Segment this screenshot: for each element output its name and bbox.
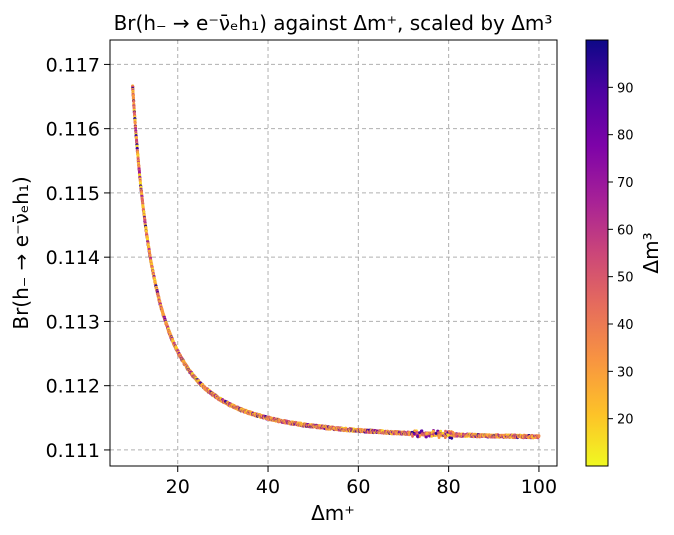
data-point [150, 262, 154, 266]
data-point [434, 432, 438, 435]
x-tick-label: 80 [437, 476, 461, 498]
data-point [135, 144, 139, 148]
data-point [133, 121, 137, 125]
colorbar-ticks: 20 30 40 50 60 70 80 90 [608, 81, 634, 428]
data-point [134, 136, 138, 140]
colorbar-label: Δm³ [639, 232, 663, 273]
colorbar-tick-label: 30 [617, 365, 634, 380]
y-tick-label: 0.114 [46, 247, 100, 269]
colorbar-tick-label: 80 [617, 129, 634, 144]
x-tick-label: 40 [256, 476, 280, 498]
data-point [428, 434, 432, 438]
data-point [444, 429, 447, 433]
plot-frame [109, 39, 558, 467]
data-point [413, 432, 416, 436]
y-axis: 0.111 0.112 0.113 0.114 0.115 0.116 0.117 [46, 54, 110, 462]
data-point [454, 433, 458, 437]
x-tick-label: 60 [346, 476, 370, 498]
data-point [424, 435, 428, 439]
grid [110, 40, 557, 466]
data-point [451, 430, 455, 434]
data-point [419, 429, 423, 433]
y-axis-label: Br(h₋ → e⁻ν̄ₑh₁) [9, 176, 33, 329]
colorbar-tick-label: 90 [617, 81, 634, 96]
data-point [135, 146, 139, 150]
data-point [443, 436, 447, 440]
x-tick-label: 20 [166, 476, 190, 498]
y-tick-label: 0.113 [46, 311, 100, 333]
data-point [537, 434, 541, 438]
data-point [137, 171, 141, 174]
chart-title: Br(h₋ → e⁻ν̄ₑh₁) against Δm⁺, scaled by … [114, 11, 553, 35]
x-tick-label: 100 [521, 476, 557, 498]
data-points [131, 84, 541, 440]
data-point [141, 205, 145, 209]
colorbar-tick-label: 40 [617, 318, 634, 333]
data-point [449, 432, 453, 435]
data-point [418, 431, 421, 435]
data-point [144, 229, 148, 233]
data-point [430, 434, 434, 438]
x-axis-label: Δm⁺ [311, 501, 355, 525]
plot-background [110, 40, 557, 466]
colorbar-tick-label: 50 [617, 271, 634, 286]
data-point [411, 435, 414, 438]
data-point [143, 218, 147, 222]
data-point [131, 96, 135, 100]
data-point [420, 432, 424, 436]
y-tick-label: 0.116 [46, 119, 100, 141]
data-point [446, 433, 450, 437]
data-point [450, 436, 454, 440]
data-point [431, 429, 435, 433]
data-point [437, 431, 440, 435]
x-axis: 20 40 60 80 100 [166, 466, 557, 498]
data-point [439, 429, 443, 433]
colorbar: 20 30 40 50 60 70 80 90 Δm³ [585, 39, 663, 467]
data-point [441, 431, 445, 435]
colorbar-gradient [585, 39, 609, 467]
data-point [413, 429, 417, 433]
data-point [416, 435, 419, 438]
data-point [437, 436, 441, 440]
data-point [425, 431, 429, 435]
data-point [139, 182, 143, 186]
colorbar-tick-label: 60 [617, 223, 634, 238]
data-point [439, 432, 442, 436]
plot-area [109, 39, 558, 467]
y-tick-label: 0.115 [46, 183, 100, 205]
y-tick-label: 0.111 [46, 440, 100, 462]
y-tick-label: 0.117 [46, 54, 100, 76]
colorbar-tick-label: 20 [617, 413, 634, 428]
data-point [132, 100, 136, 104]
data-point [447, 430, 451, 433]
y-tick-label: 0.112 [46, 376, 100, 398]
data-point [132, 111, 136, 115]
data-point [134, 127, 138, 131]
data-point [452, 434, 456, 438]
colorbar-tick-label: 70 [617, 176, 634, 191]
